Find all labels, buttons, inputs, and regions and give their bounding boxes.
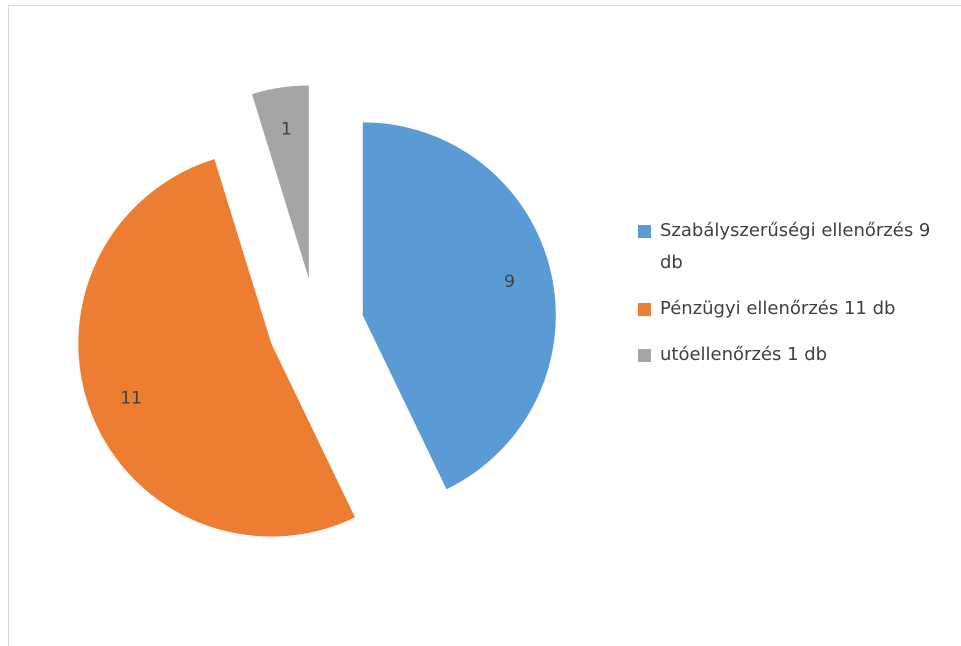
pie-slice [78,159,356,537]
legend-swatch [638,225,651,238]
data-label: 11 [120,389,142,409]
legend-label: Szabályszerűségi ellenőrzés 9 db [660,220,931,273]
data-label: 1 [281,120,292,140]
legend: Szabályszerűségi ellenőrzés 9 db Pénzügyi… [638,215,943,385]
legend-swatch [638,303,651,316]
pie-slice [362,122,556,490]
chart-border [8,5,961,646]
legend-item: Pénzügyi ellenőrzés 11 db [638,293,943,325]
legend-item: Szabályszerűségi ellenőrzés 9 db [638,215,943,279]
legend-label: Pénzügyi ellenőrzés 11 db [660,298,896,319]
legend-swatch [638,349,651,362]
legend-label: utóellenőrzés 1 db [660,344,828,365]
legend-item: utóellenőrzés 1 db [638,339,943,371]
pie-slice [251,85,309,279]
data-label: 9 [504,272,515,292]
